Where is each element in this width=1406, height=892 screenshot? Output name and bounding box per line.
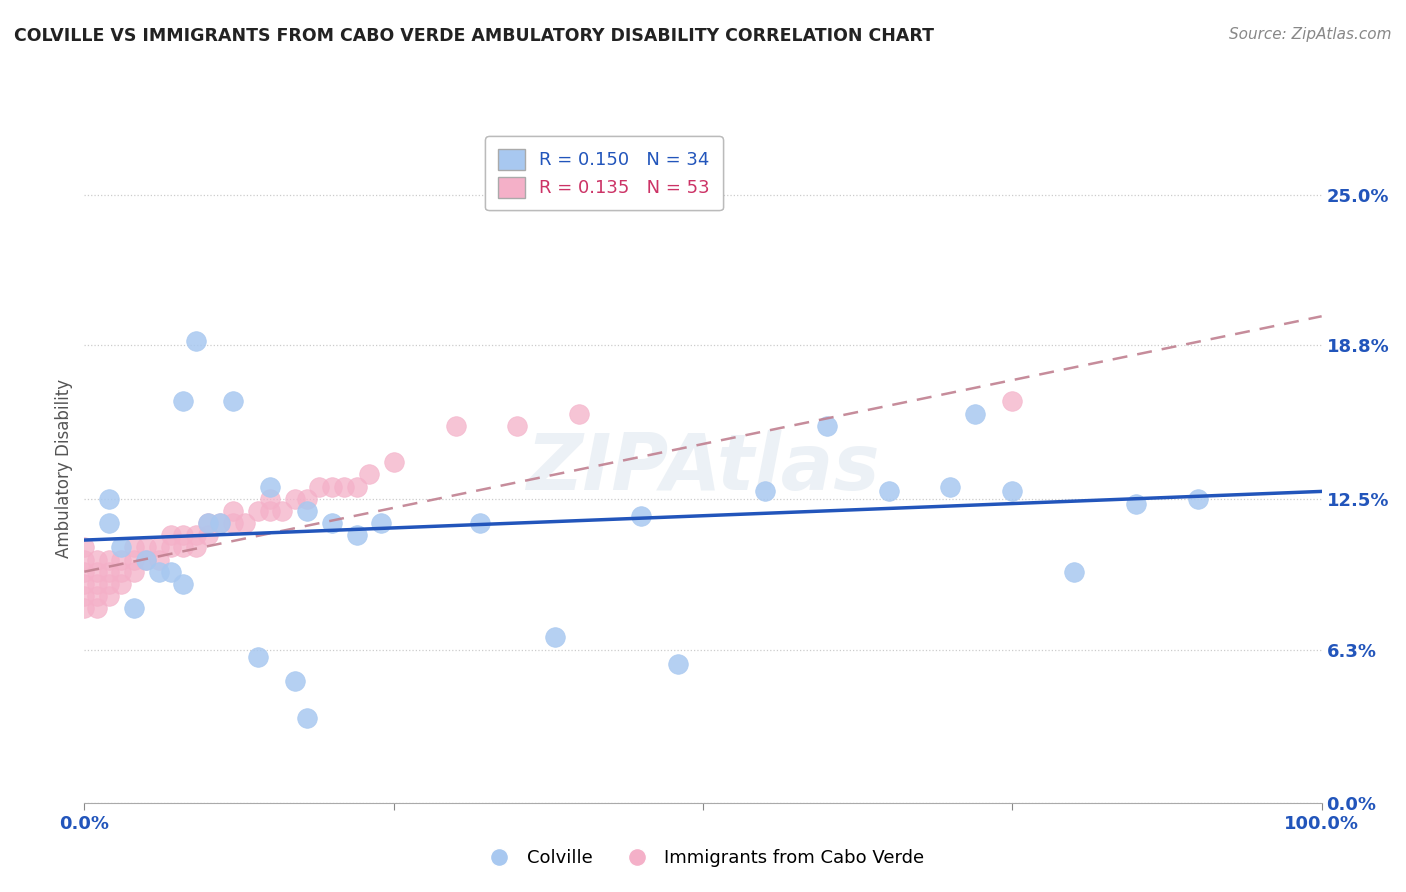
Point bbox=[444, 418, 467, 433]
Point bbox=[939, 479, 962, 493]
Point bbox=[357, 467, 380, 482]
Point bbox=[160, 565, 183, 579]
Legend: R = 0.150   N = 34, R = 0.135   N = 53: R = 0.150 N = 34, R = 0.135 N = 53 bbox=[485, 136, 723, 211]
Point bbox=[246, 504, 269, 518]
Point bbox=[172, 541, 194, 555]
Point bbox=[382, 455, 405, 469]
Point bbox=[246, 649, 269, 664]
Point bbox=[98, 589, 121, 603]
Point bbox=[321, 479, 343, 493]
Point bbox=[543, 631, 565, 645]
Point bbox=[1063, 565, 1085, 579]
Point bbox=[172, 577, 194, 591]
Point bbox=[172, 394, 194, 409]
Point bbox=[110, 577, 132, 591]
Point bbox=[295, 491, 318, 506]
Point bbox=[184, 541, 207, 555]
Point bbox=[271, 504, 294, 518]
Point bbox=[122, 601, 145, 615]
Point bbox=[284, 491, 307, 506]
Point bbox=[73, 577, 96, 591]
Point bbox=[110, 565, 132, 579]
Point bbox=[284, 674, 307, 689]
Point bbox=[98, 552, 121, 566]
Point bbox=[197, 516, 219, 530]
Y-axis label: Ambulatory Disability: Ambulatory Disability bbox=[55, 379, 73, 558]
Point bbox=[197, 516, 219, 530]
Point bbox=[209, 516, 232, 530]
Point bbox=[98, 491, 121, 506]
Point bbox=[110, 552, 132, 566]
Text: ZIPAtlas: ZIPAtlas bbox=[526, 430, 880, 507]
Point bbox=[666, 657, 689, 672]
Point bbox=[259, 491, 281, 506]
Point bbox=[86, 552, 108, 566]
Point bbox=[568, 407, 591, 421]
Point bbox=[148, 552, 170, 566]
Point bbox=[222, 394, 245, 409]
Point bbox=[148, 541, 170, 555]
Point bbox=[135, 541, 157, 555]
Point bbox=[815, 418, 838, 433]
Point bbox=[308, 479, 330, 493]
Point bbox=[73, 552, 96, 566]
Point bbox=[148, 565, 170, 579]
Point bbox=[135, 552, 157, 566]
Point bbox=[98, 516, 121, 530]
Point bbox=[98, 577, 121, 591]
Point bbox=[965, 407, 987, 421]
Point bbox=[295, 711, 318, 725]
Point bbox=[73, 541, 96, 555]
Point bbox=[160, 528, 183, 542]
Point bbox=[1187, 491, 1209, 506]
Point bbox=[209, 516, 232, 530]
Point bbox=[86, 589, 108, 603]
Point bbox=[1001, 394, 1024, 409]
Point bbox=[98, 565, 121, 579]
Point bbox=[122, 541, 145, 555]
Point bbox=[86, 565, 108, 579]
Point bbox=[86, 577, 108, 591]
Point bbox=[470, 516, 492, 530]
Point bbox=[1001, 484, 1024, 499]
Legend: Colville, Immigrants from Cabo Verde: Colville, Immigrants from Cabo Verde bbox=[474, 842, 932, 874]
Point bbox=[160, 541, 183, 555]
Point bbox=[110, 541, 132, 555]
Point bbox=[73, 565, 96, 579]
Text: Source: ZipAtlas.com: Source: ZipAtlas.com bbox=[1229, 27, 1392, 42]
Point bbox=[754, 484, 776, 499]
Point bbox=[346, 479, 368, 493]
Point bbox=[877, 484, 900, 499]
Point bbox=[122, 552, 145, 566]
Point bbox=[1125, 497, 1147, 511]
Point bbox=[122, 565, 145, 579]
Point bbox=[135, 552, 157, 566]
Point bbox=[370, 516, 392, 530]
Point bbox=[630, 508, 652, 523]
Point bbox=[333, 479, 356, 493]
Point bbox=[233, 516, 256, 530]
Point bbox=[506, 418, 529, 433]
Point bbox=[259, 479, 281, 493]
Point bbox=[295, 504, 318, 518]
Point bbox=[346, 528, 368, 542]
Point bbox=[184, 334, 207, 348]
Text: COLVILLE VS IMMIGRANTS FROM CABO VERDE AMBULATORY DISABILITY CORRELATION CHART: COLVILLE VS IMMIGRANTS FROM CABO VERDE A… bbox=[14, 27, 934, 45]
Point bbox=[172, 528, 194, 542]
Point bbox=[73, 601, 96, 615]
Point bbox=[184, 528, 207, 542]
Point bbox=[222, 504, 245, 518]
Point bbox=[197, 528, 219, 542]
Point bbox=[259, 504, 281, 518]
Point bbox=[73, 589, 96, 603]
Point bbox=[86, 601, 108, 615]
Point bbox=[321, 516, 343, 530]
Point bbox=[222, 516, 245, 530]
